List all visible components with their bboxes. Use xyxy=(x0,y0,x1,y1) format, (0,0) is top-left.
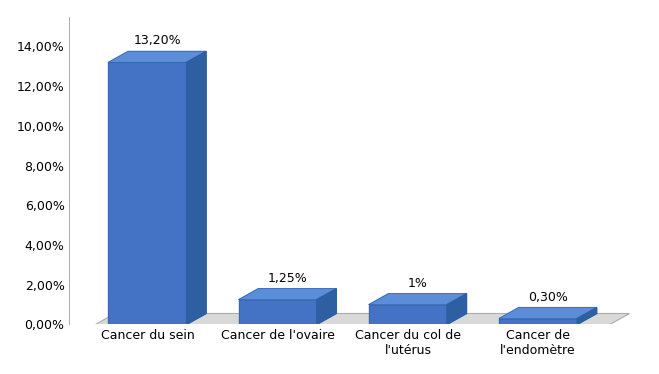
Polygon shape xyxy=(239,289,336,300)
Text: 0,30%: 0,30% xyxy=(528,291,568,304)
Text: 1%: 1% xyxy=(408,277,428,290)
Polygon shape xyxy=(577,307,597,325)
Polygon shape xyxy=(109,62,186,325)
Polygon shape xyxy=(109,51,206,62)
Polygon shape xyxy=(317,289,336,325)
Polygon shape xyxy=(369,294,467,304)
Text: 13,20%: 13,20% xyxy=(134,34,181,47)
Polygon shape xyxy=(186,51,206,325)
Polygon shape xyxy=(239,300,317,325)
Text: 1,25%: 1,25% xyxy=(268,272,307,285)
Polygon shape xyxy=(369,304,447,325)
Polygon shape xyxy=(447,294,467,325)
Polygon shape xyxy=(499,319,577,325)
Polygon shape xyxy=(499,307,597,319)
Polygon shape xyxy=(96,313,629,325)
